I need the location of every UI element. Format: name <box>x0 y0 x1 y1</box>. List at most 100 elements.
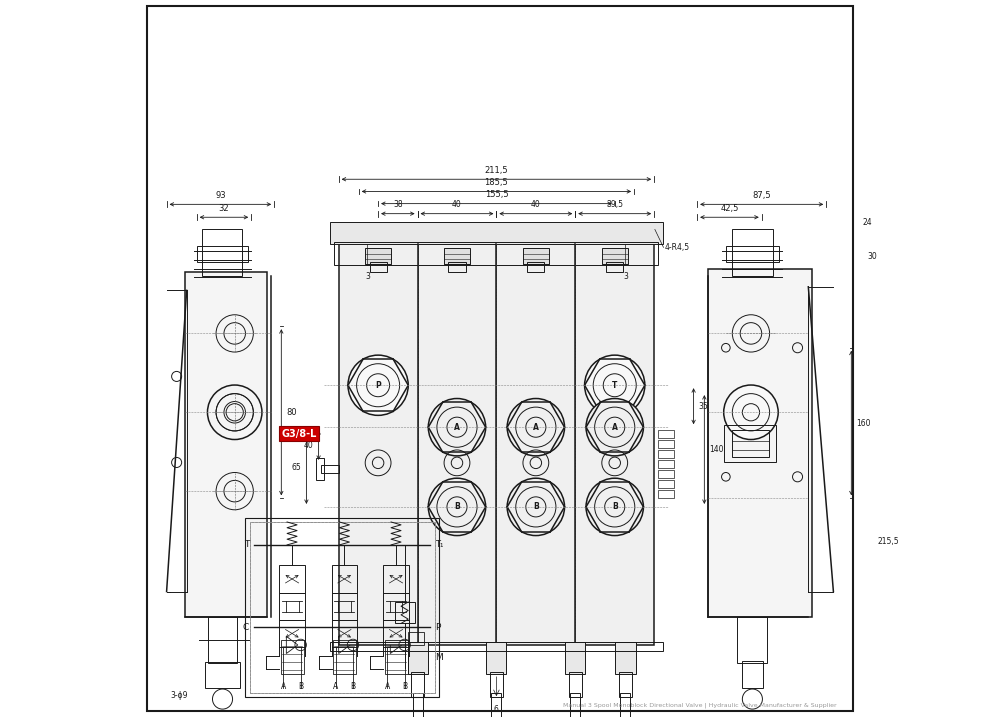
Bar <box>330 222 663 244</box>
Bar <box>570 693 580 717</box>
Bar <box>332 565 357 592</box>
Circle shape <box>585 355 645 415</box>
Bar <box>408 642 428 674</box>
Text: B: B <box>612 503 618 511</box>
Bar <box>250 522 435 693</box>
Text: 65: 65 <box>292 462 301 472</box>
Bar <box>185 272 267 617</box>
Bar <box>411 672 424 697</box>
Text: 42,5: 42,5 <box>720 204 739 213</box>
Text: 140: 140 <box>709 445 724 454</box>
Bar <box>658 460 674 468</box>
Bar <box>565 642 585 674</box>
Circle shape <box>586 399 643 456</box>
Text: T: T <box>612 381 617 390</box>
Text: P: P <box>435 622 441 632</box>
Bar <box>724 425 776 462</box>
Bar <box>197 246 248 262</box>
Text: 160: 160 <box>856 419 871 427</box>
Bar <box>490 672 503 697</box>
Bar <box>708 269 812 617</box>
Bar <box>491 693 501 717</box>
Bar <box>245 518 439 697</box>
Bar <box>444 248 470 264</box>
Text: G3/8-L: G3/8-L <box>282 429 317 439</box>
Circle shape <box>428 399 486 456</box>
Circle shape <box>348 355 408 415</box>
Text: 35: 35 <box>699 402 708 411</box>
Bar <box>330 642 663 651</box>
Bar <box>208 617 237 663</box>
Text: 40: 40 <box>304 440 314 450</box>
Text: A: A <box>385 682 390 691</box>
Bar <box>333 640 356 674</box>
Bar <box>383 565 409 592</box>
Bar <box>742 661 763 688</box>
Bar <box>569 672 582 697</box>
Text: M: M <box>435 653 443 662</box>
Bar <box>658 450 674 458</box>
Text: 24: 24 <box>862 218 872 227</box>
Text: 215,5: 215,5 <box>878 537 899 546</box>
Text: 3-ϕ9: 3-ϕ9 <box>170 691 188 700</box>
Bar <box>279 592 305 619</box>
Bar <box>316 458 324 480</box>
Text: C: C <box>243 622 249 632</box>
Text: T: T <box>244 541 249 549</box>
Bar <box>321 465 339 473</box>
Text: T₁: T₁ <box>435 541 444 549</box>
Bar <box>339 226 654 645</box>
Text: 3: 3 <box>365 272 370 280</box>
Bar <box>279 619 305 647</box>
Bar <box>202 229 242 276</box>
Text: 40: 40 <box>452 200 462 209</box>
Bar <box>737 617 767 663</box>
Bar <box>448 262 466 272</box>
Circle shape <box>507 478 565 536</box>
Bar <box>527 262 544 272</box>
Text: B: B <box>350 682 356 691</box>
Bar <box>370 262 387 272</box>
Bar <box>383 619 409 647</box>
Bar <box>332 619 357 647</box>
Bar <box>334 242 658 265</box>
Bar <box>250 522 435 693</box>
Text: A: A <box>533 423 539 432</box>
Bar <box>658 440 674 448</box>
Bar <box>408 632 424 645</box>
Text: 32: 32 <box>219 204 229 213</box>
Text: B: B <box>454 503 460 511</box>
Bar <box>615 642 636 674</box>
Text: 4-R4,5: 4-R4,5 <box>665 243 690 252</box>
Text: 93: 93 <box>215 191 226 200</box>
Bar <box>365 248 391 264</box>
Circle shape <box>428 478 486 536</box>
Text: 87,5: 87,5 <box>752 191 771 200</box>
Text: A: A <box>281 682 286 691</box>
Text: 211,5: 211,5 <box>485 166 508 175</box>
Text: Manual 3 Spool Monoblock Directional Valve | Hydraulic Valve Manufacturer & Supp: Manual 3 Spool Monoblock Directional Val… <box>563 703 837 708</box>
Circle shape <box>724 385 778 440</box>
Bar <box>395 602 415 623</box>
Text: 39,5: 39,5 <box>606 200 623 209</box>
Bar <box>732 229 773 276</box>
Bar <box>732 430 769 457</box>
Text: 6: 6 <box>494 706 499 714</box>
Bar <box>332 592 357 619</box>
Text: B: B <box>402 682 407 691</box>
Text: P: P <box>375 381 381 390</box>
Bar <box>658 490 674 498</box>
Bar <box>658 429 674 438</box>
Bar <box>602 248 628 264</box>
Bar <box>658 480 674 488</box>
Bar <box>205 662 240 688</box>
Text: A: A <box>454 423 460 432</box>
Text: 185,5: 185,5 <box>485 178 508 187</box>
Text: 3: 3 <box>623 272 628 280</box>
Text: A: A <box>612 423 618 432</box>
Bar <box>383 592 409 619</box>
Bar <box>279 565 305 592</box>
Text: 40: 40 <box>531 200 541 209</box>
Text: B: B <box>298 682 303 691</box>
Bar <box>486 642 506 674</box>
